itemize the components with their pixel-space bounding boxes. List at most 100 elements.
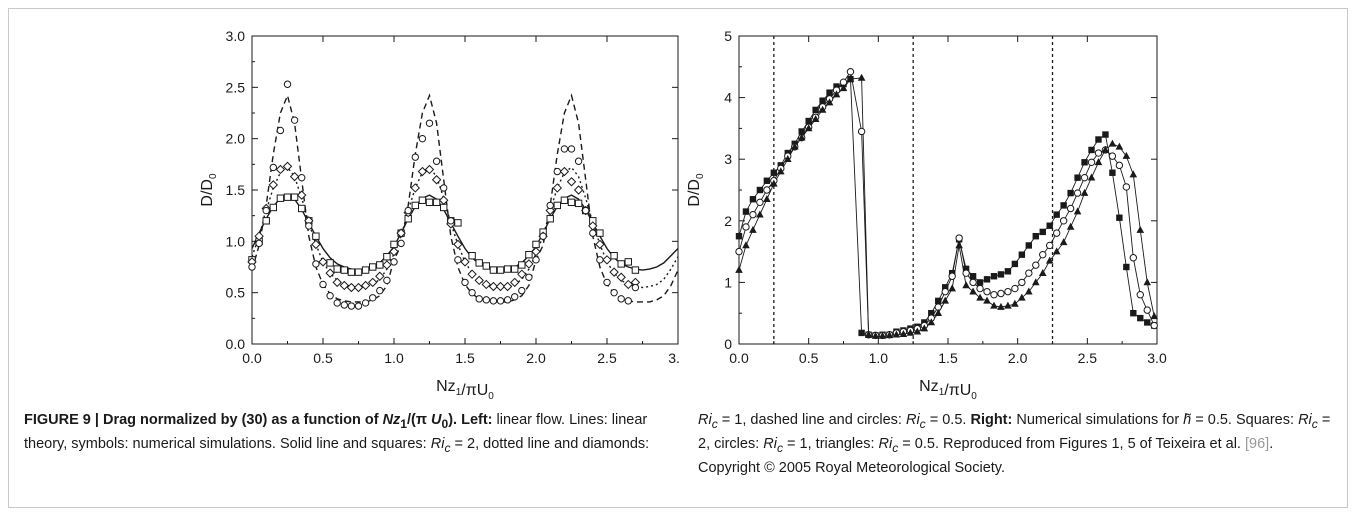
left-point-square <box>269 203 278 212</box>
left-point-diamond <box>424 164 435 175</box>
left-point-circle <box>624 297 632 305</box>
right-point-triangle-filled <box>1025 287 1033 295</box>
left-point-diamond <box>339 280 350 291</box>
right-x-tick-label: 2.0 <box>1008 350 1028 366</box>
left-point-diamond <box>360 280 371 291</box>
right-x-tick-label: 3.0 <box>1147 350 1167 366</box>
right-point-triangle-filled <box>756 210 764 218</box>
left-point-square <box>326 259 334 267</box>
left-point-square <box>333 265 341 273</box>
right-series-line-square-filled <box>738 78 1155 336</box>
left-point-circle <box>482 296 490 304</box>
right-point-circle-open <box>1129 254 1138 262</box>
left-point-diamond <box>595 239 605 250</box>
left-point-circle <box>369 294 377 302</box>
right-point-circle-open <box>1115 161 1124 170</box>
right-point-triangle-filled <box>790 142 799 150</box>
right-point-triangle-filled <box>983 296 991 304</box>
right-point-triangle-filled <box>1122 151 1131 159</box>
left-point-diamond <box>566 177 577 187</box>
left-point-circle <box>333 299 341 307</box>
right-point-square-filled <box>1095 136 1102 143</box>
right-point-circle-open <box>1052 229 1061 237</box>
right-point-square-filled <box>756 186 764 194</box>
left-point-square <box>468 252 476 260</box>
right-point-square-filled <box>935 297 942 305</box>
left-point-square <box>361 266 370 274</box>
left-point-square <box>574 199 583 208</box>
right-series-line-circle-open <box>738 70 1155 336</box>
left-point-circle <box>454 256 462 264</box>
left-point-circle <box>432 157 441 165</box>
right-point-circle-open <box>969 278 977 287</box>
left-point-diamond <box>410 183 421 193</box>
left-point-circle <box>489 297 498 305</box>
left-point-circle <box>418 134 427 143</box>
right-point-circle-open <box>1094 149 1103 157</box>
left-point-square <box>383 253 391 261</box>
right-point-circle-open <box>1108 152 1117 160</box>
left-point-circle <box>262 206 270 215</box>
right-point-circle-open <box>1018 278 1026 287</box>
right-point-triangle-filled <box>948 284 956 292</box>
right-point-circle-open <box>846 68 855 76</box>
right-point-square-filled <box>1088 146 1095 154</box>
right-point-square-filled <box>1025 242 1033 249</box>
left-point-diamond <box>367 277 378 288</box>
left-point-square <box>624 258 632 266</box>
left-point-square <box>546 215 554 223</box>
right-point-circle-open <box>1150 321 1158 330</box>
citation-link[interactable]: [96] <box>1245 435 1270 452</box>
right-point-square-filled <box>735 233 743 240</box>
left-point-square <box>440 203 448 212</box>
left-point-diamond <box>481 279 492 290</box>
right-point-square-filled <box>770 169 778 176</box>
left-point-square <box>376 261 384 269</box>
right-y-tick-label: 1 <box>724 274 732 290</box>
left-point-diamond <box>623 279 634 290</box>
left-point-diamond <box>417 166 428 177</box>
right-point-square-filled <box>1109 169 1116 176</box>
left-point-square <box>610 252 618 260</box>
right-x-tick-label: 2.5 <box>1078 350 1098 366</box>
left-point-circle <box>574 157 583 165</box>
right-point-triangle-filled <box>1080 188 1089 196</box>
left-point-circle <box>397 239 405 248</box>
right-point-square-filled <box>1123 263 1130 271</box>
left-point-diamond <box>474 275 484 286</box>
left-point-square <box>525 250 533 259</box>
right-point-circle-open <box>955 234 963 242</box>
right-x-tick-label: 0.0 <box>729 350 749 366</box>
right-point-triangle-filled <box>1108 139 1117 147</box>
right-point-square-filled <box>942 284 949 291</box>
right-point-square-filled <box>962 265 970 273</box>
left-point-diamond <box>495 281 506 292</box>
right-point-circle-open <box>1066 204 1075 213</box>
left-point-square <box>298 204 306 213</box>
right-point-triangle-filled <box>735 265 743 273</box>
right-point-circle-open <box>756 198 764 207</box>
right-point-triangle-filled <box>969 287 977 295</box>
right-point-triangle-filled <box>1115 142 1124 150</box>
right-x-axis-label: Nz1/πU0 <box>919 378 977 402</box>
left-point-circle <box>503 296 512 304</box>
right-point-circle-open <box>1025 269 1033 277</box>
left-point-square <box>532 240 540 249</box>
right-y-tick-label: 2 <box>724 213 732 229</box>
right-point-triangle-filled <box>1045 256 1054 264</box>
left-point-square <box>503 265 512 273</box>
right-point-square-filled <box>1004 268 1012 275</box>
right-point-triangle-filled <box>763 195 771 203</box>
left-point-circle <box>425 119 434 127</box>
right-point-circle-open <box>1032 261 1040 269</box>
right-point-triangle-filled <box>770 179 778 187</box>
left-point-circle <box>511 293 519 301</box>
left-point-diamond <box>573 185 584 195</box>
right-point-triangle-filled <box>1059 238 1068 246</box>
right-plot-frame <box>738 35 1158 345</box>
left-point-circle <box>553 167 561 176</box>
right-point-circle-open <box>1080 173 1089 182</box>
left-point-diamond <box>517 269 527 279</box>
left-point-circle <box>319 280 327 289</box>
right-point-square-filled <box>1032 233 1039 240</box>
